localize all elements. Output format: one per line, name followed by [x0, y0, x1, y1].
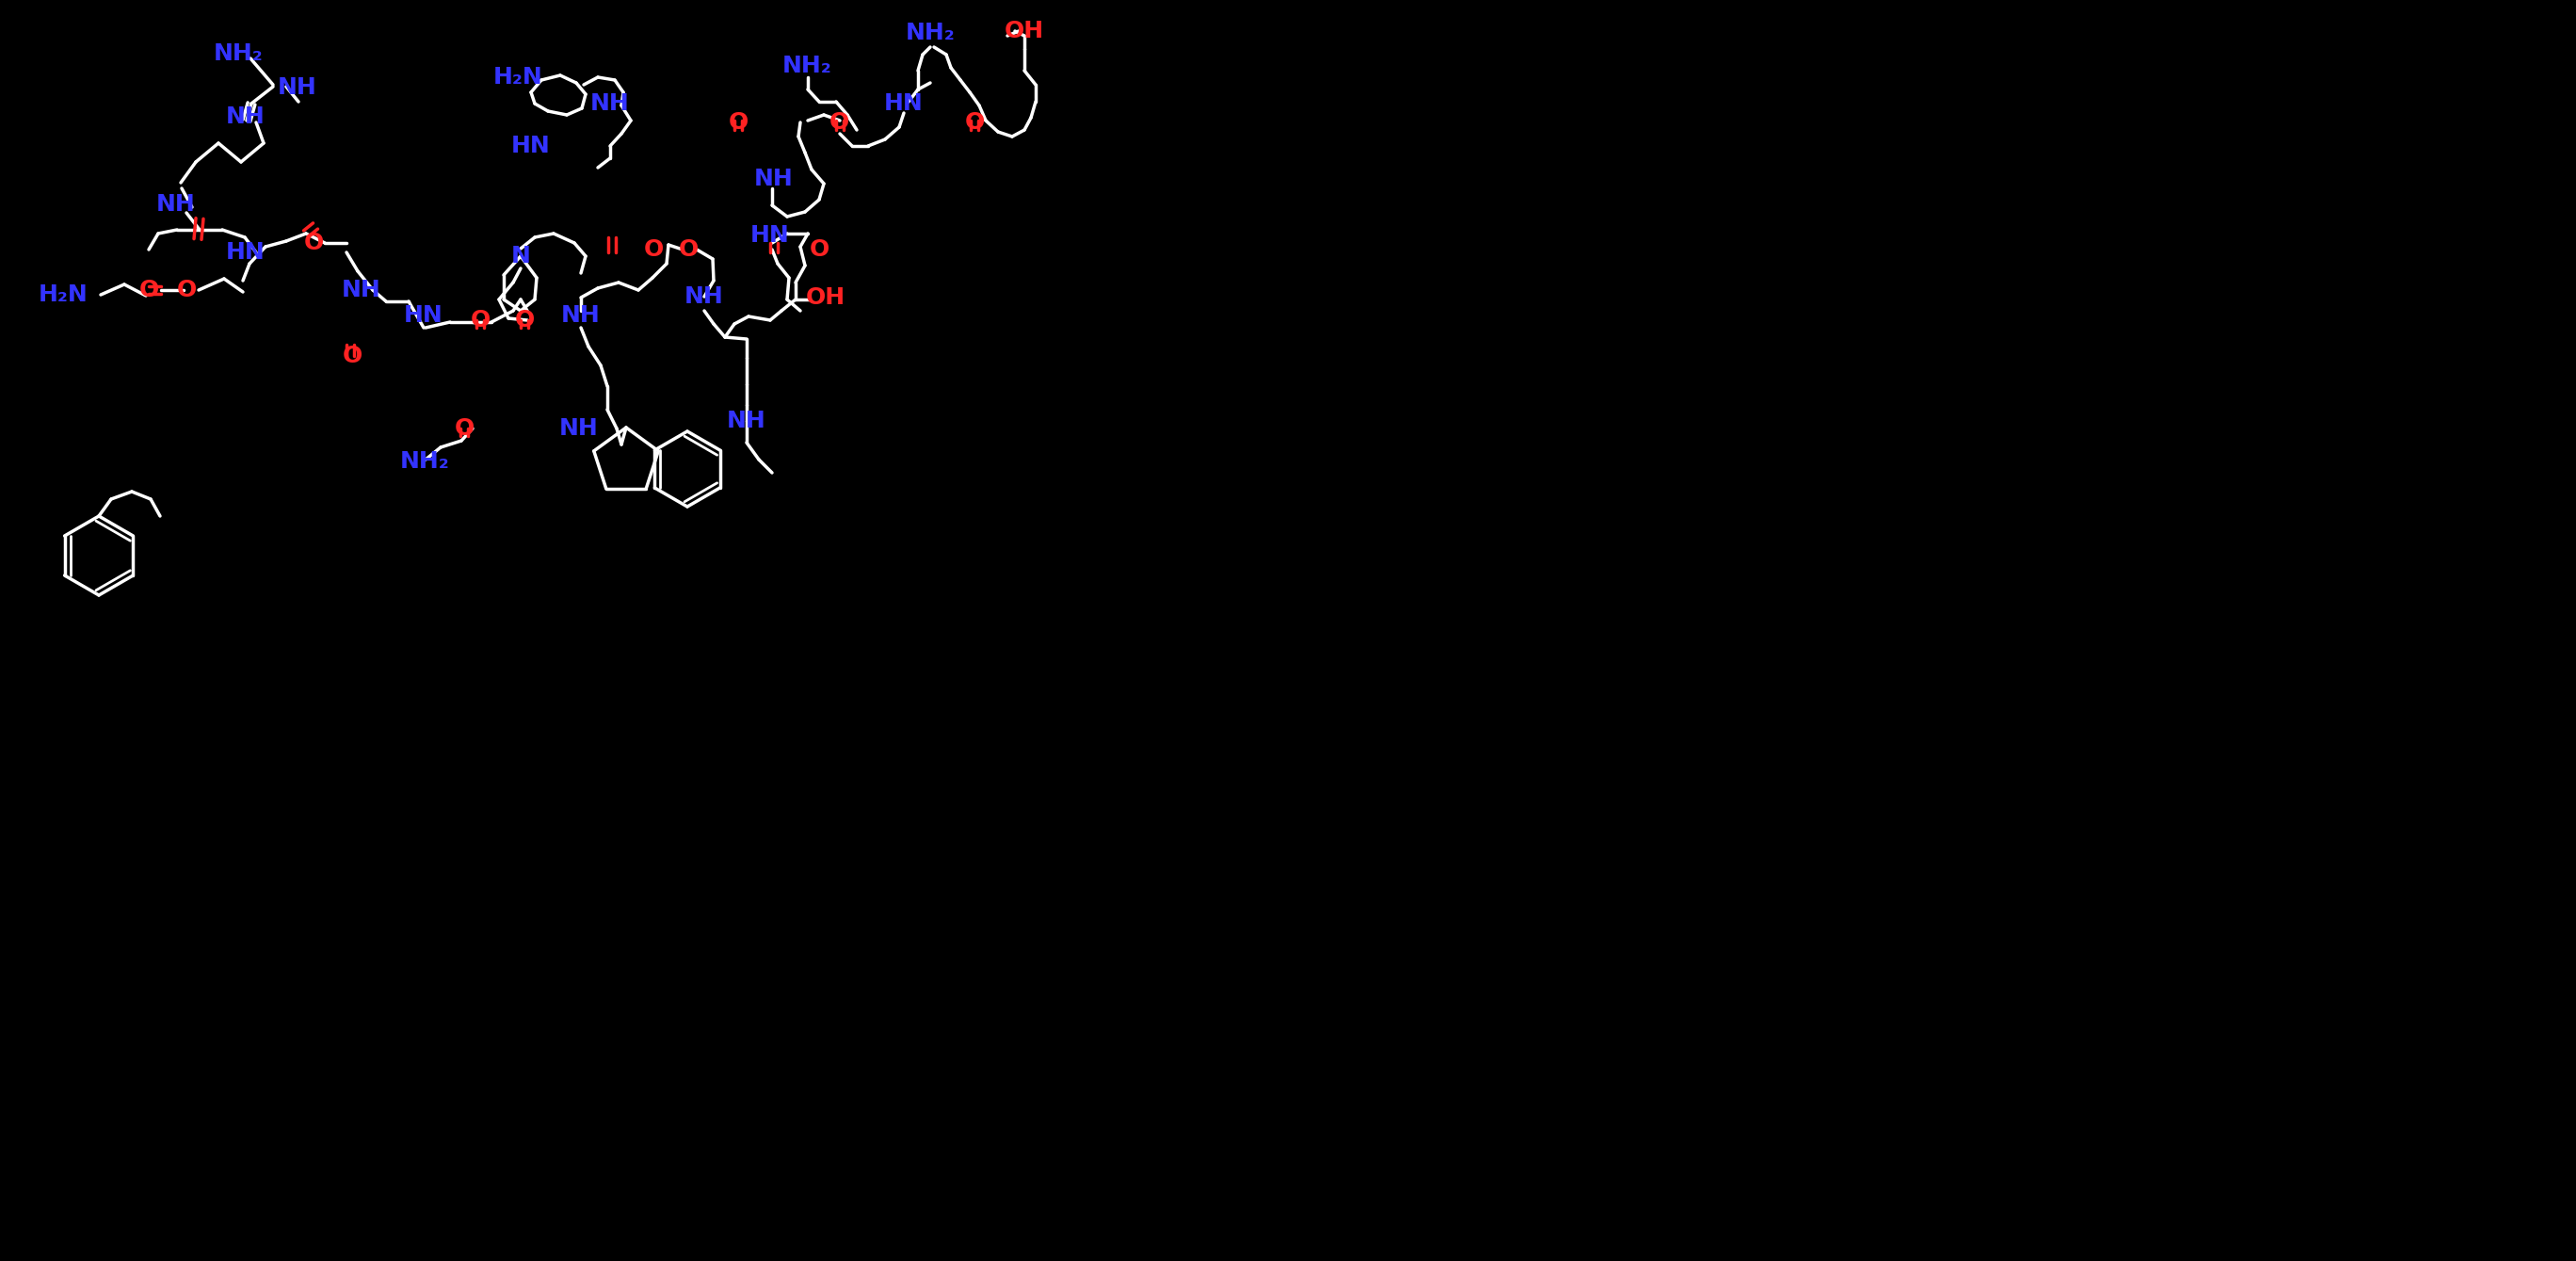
Text: HN: HN: [884, 92, 925, 115]
Text: O: O: [644, 238, 665, 261]
Text: O: O: [677, 238, 698, 261]
Text: NH: NH: [157, 193, 196, 216]
Text: NH: NH: [755, 168, 793, 190]
Text: O: O: [729, 111, 747, 134]
Text: N: N: [510, 245, 531, 267]
Text: O: O: [515, 309, 533, 332]
Text: O: O: [471, 309, 489, 332]
Text: OH: OH: [1005, 20, 1043, 43]
Text: O: O: [809, 238, 829, 261]
Text: NH: NH: [590, 92, 629, 115]
Text: O: O: [453, 417, 474, 440]
Text: HN: HN: [227, 241, 265, 264]
Text: NH₂: NH₂: [904, 21, 956, 44]
Text: NH₂: NH₂: [399, 450, 448, 473]
Text: NH₂: NH₂: [214, 43, 263, 66]
Text: O: O: [139, 279, 160, 301]
Text: OH: OH: [806, 286, 845, 309]
Text: O: O: [963, 111, 984, 134]
Text: O: O: [829, 111, 850, 134]
Text: NH: NH: [559, 417, 598, 440]
Text: NH: NH: [562, 304, 600, 327]
Text: O: O: [175, 279, 196, 301]
Text: NH: NH: [227, 106, 265, 129]
Text: NH: NH: [726, 410, 765, 433]
Text: HN: HN: [750, 224, 791, 247]
Text: H₂N: H₂N: [492, 66, 544, 88]
Text: O: O: [343, 344, 363, 367]
Text: NH: NH: [278, 76, 317, 98]
Text: NH: NH: [343, 279, 381, 301]
Text: HN: HN: [513, 135, 551, 158]
Text: NH: NH: [685, 285, 724, 308]
Text: H₂N: H₂N: [39, 284, 88, 306]
Text: O: O: [304, 232, 325, 255]
Text: NH₂: NH₂: [783, 54, 832, 77]
Text: HN: HN: [404, 304, 443, 327]
